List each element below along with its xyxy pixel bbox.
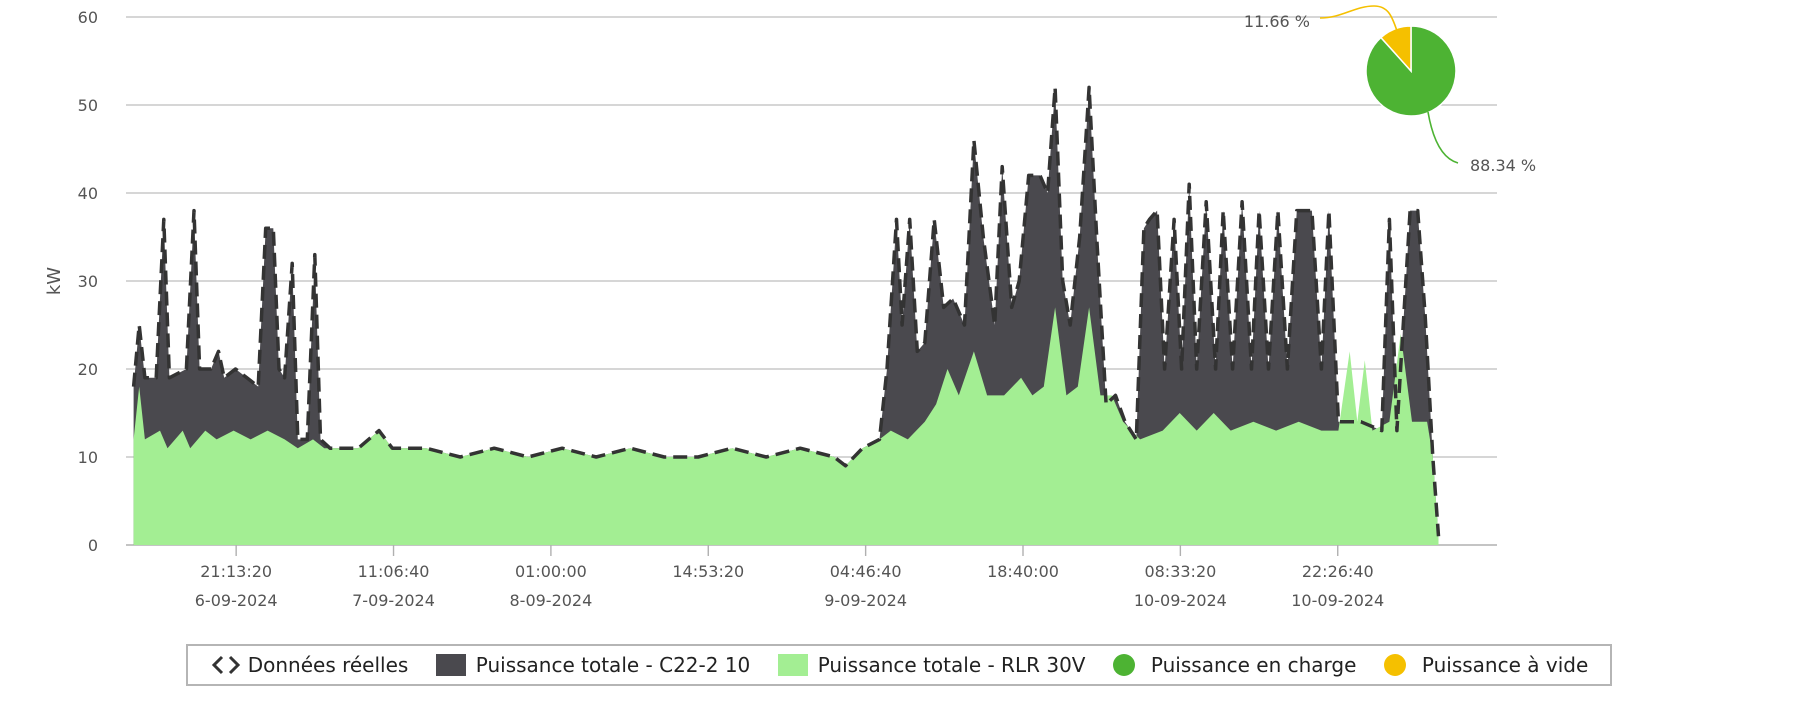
y-tick-label: 30 xyxy=(78,272,98,291)
series-line-c22-2-10 xyxy=(131,85,1441,537)
y-tick-label: 0 xyxy=(88,536,98,555)
legend-item-puissance-en-charge[interactable]: Puissance en charge xyxy=(1112,653,1357,677)
pie-connector xyxy=(1427,111,1459,164)
legend-swatch xyxy=(1112,654,1135,676)
pie-label: 88.34 % xyxy=(1470,156,1536,175)
x-tick-label: 04:46:40 xyxy=(830,562,902,581)
y-tick-label: 20 xyxy=(78,360,98,379)
x-tick-date-label: 8-09-2024 xyxy=(509,591,592,610)
legend-label: Puissance totale - RLR 30V xyxy=(817,653,1086,677)
pie-chart: 88.34 % 11.66 % xyxy=(1244,5,1536,175)
pie-slice xyxy=(1365,25,1457,117)
x-tick-label: 14:53:20 xyxy=(672,562,744,581)
legend-item-puissance-a-vide[interactable]: Puissance à vide xyxy=(1383,653,1589,677)
plot-area xyxy=(131,85,1441,546)
x-tick-label: 11:06:40 xyxy=(358,562,430,581)
legend-swatch xyxy=(1383,654,1406,676)
legend-label: Données réelles xyxy=(247,653,409,677)
pie-connector xyxy=(1319,5,1398,32)
chevrons-left-right-icon xyxy=(210,654,242,676)
y-tick-label: 50 xyxy=(78,96,98,115)
x-tick-label: 18:40:00 xyxy=(987,562,1059,581)
legend-item-rlr-30v[interactable]: Puissance totale - RLR 30V xyxy=(777,653,1086,677)
y-tick-label: 60 xyxy=(78,8,98,27)
legend-label: Puissance totale - C22-2 10 xyxy=(475,653,751,677)
legend-label: Puissance en charge xyxy=(1150,653,1357,677)
x-tick-label: 08:33:20 xyxy=(1144,562,1216,581)
pie-label: 11.66 % xyxy=(1244,12,1310,31)
x-tick-date-label: 7-09-2024 xyxy=(352,591,435,610)
y-axis-title: kW xyxy=(44,267,65,295)
x-tick-date-label: 10-09-2024 xyxy=(1134,591,1227,610)
legend-swatch xyxy=(777,654,808,676)
x-tick-label: 21:13:20 xyxy=(200,562,272,581)
x-tick-date-label: 9-09-2024 xyxy=(824,591,907,610)
x-tick-date-label: 10-09-2024 xyxy=(1291,591,1384,610)
y-tick-label: 40 xyxy=(78,184,98,203)
x-tick-date-label: 6-09-2024 xyxy=(195,591,278,610)
series-area-rlr-30v xyxy=(133,307,1439,545)
legend-swatch xyxy=(435,654,466,676)
legend-label: Puissance à vide xyxy=(1421,653,1589,677)
x-tick-label: 22:26:40 xyxy=(1302,562,1374,581)
axes: 0 10 20 30 40 50 60 kW 21:13:20 6-09-2024 11:06:40… xyxy=(44,8,1384,610)
y-tick-label: 10 xyxy=(78,448,98,467)
pie-slice xyxy=(1379,25,1412,73)
chart-legend: Données réelles Puissance totale - C22-2… xyxy=(186,644,1612,686)
legend-item-c22-2-10[interactable]: Puissance totale - C22-2 10 xyxy=(435,653,751,677)
legend-item-donnees-reelles[interactable]: Données réelles xyxy=(210,653,409,677)
x-tick-label: 01:00:00 xyxy=(515,562,587,581)
